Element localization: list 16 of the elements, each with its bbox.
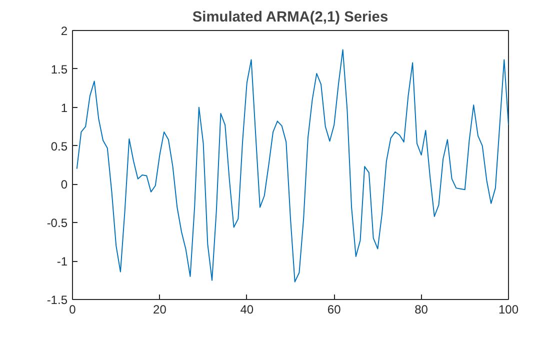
y-tick-label: 1.5 bbox=[50, 62, 68, 76]
chart-title: Simulated ARMA(2,1) Series bbox=[192, 10, 388, 26]
x-tick-label: 60 bbox=[327, 302, 342, 316]
y-tick-label: -1 bbox=[56, 254, 68, 269]
x-tick-label: 20 bbox=[153, 302, 167, 316]
y-tick-label: 2 bbox=[60, 24, 68, 38]
y-tick-label: -0.5 bbox=[46, 216, 68, 230]
line-series bbox=[76, 49, 508, 282]
y-tick-label: 0 bbox=[60, 178, 68, 192]
x-tick-label: 40 bbox=[240, 302, 254, 316]
y-tick-label: 1 bbox=[60, 100, 68, 115]
y-tick-label: 0.5 bbox=[50, 139, 68, 154]
y-tick-label: -1.5 bbox=[46, 293, 68, 307]
x-tick-label: 0 bbox=[69, 302, 76, 316]
x-tick-label: 100 bbox=[498, 302, 519, 316]
x-tick-label: 80 bbox=[414, 302, 428, 316]
